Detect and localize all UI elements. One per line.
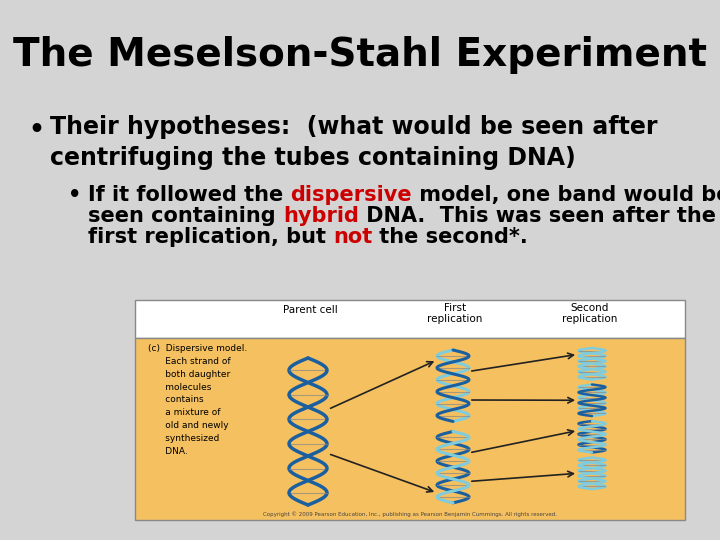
Text: (c)  Dispersive model.
      Each strand of
      both daughter
      molecules
: (c) Dispersive model. Each strand of bot… (148, 344, 247, 456)
Text: DNA.  This was seen after the: DNA. This was seen after the (359, 206, 716, 226)
Text: replication: replication (562, 314, 618, 324)
Text: •: • (28, 118, 44, 142)
Text: seen containing: seen containing (88, 206, 283, 226)
Text: The Meselson-Stahl Experiment: The Meselson-Stahl Experiment (13, 36, 707, 74)
Text: model, one band would be: model, one band would be (412, 185, 720, 205)
Text: Second: Second (571, 303, 609, 313)
Text: If it followed the: If it followed the (88, 185, 290, 205)
Text: the second*.: the second*. (372, 227, 528, 247)
Text: not: not (333, 227, 372, 247)
Text: Their hypotheses:  (what would be seen after
centrifuging the tubes containing D: Their hypotheses: (what would be seen af… (50, 115, 657, 170)
Text: Copyright © 2009 Pearson Education, Inc., publishing as Pearson Benjamin Cumming: Copyright © 2009 Pearson Education, Inc.… (263, 511, 557, 517)
Text: first replication, but: first replication, but (88, 227, 333, 247)
Text: dispersive: dispersive (290, 185, 412, 205)
Text: hybrid: hybrid (283, 206, 359, 226)
Text: replication: replication (427, 314, 482, 324)
Text: •: • (68, 185, 81, 205)
Bar (135, 338, 685, 520)
Bar (135, 300, 685, 338)
Text: First: First (444, 303, 466, 313)
Text: Parent cell: Parent cell (283, 305, 338, 315)
